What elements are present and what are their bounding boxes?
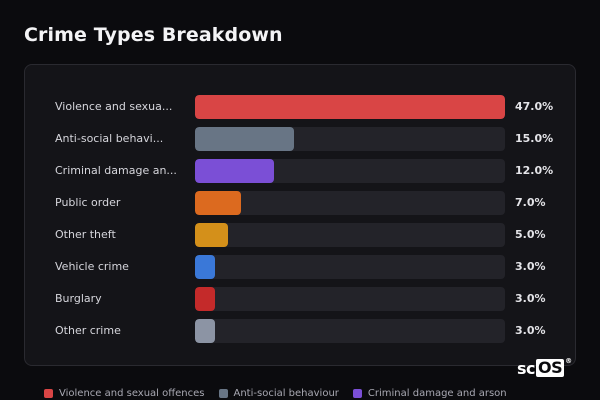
bar-track bbox=[195, 255, 505, 279]
bar-value-label: 3.0% bbox=[515, 292, 546, 305]
legend-swatch bbox=[44, 389, 53, 398]
bar-category-label: Public order bbox=[55, 196, 121, 209]
legend-label: Violence and sexual offences bbox=[59, 388, 205, 399]
bar-value-label: 47.0% bbox=[515, 100, 554, 113]
bar-value-label: 15.0% bbox=[515, 132, 554, 145]
legend-item[interactable]: Anti-social behaviour bbox=[218, 388, 339, 399]
bar[interactable] bbox=[195, 95, 505, 119]
bar-track bbox=[195, 223, 505, 247]
bar[interactable] bbox=[195, 127, 294, 151]
bar-row: Anti-social behavi... 15.0% bbox=[25, 127, 575, 151]
bar-value-label: 12.0% bbox=[515, 164, 554, 177]
legend-item[interactable]: Criminal damage and arson bbox=[352, 388, 507, 399]
bar-category-label: Criminal damage an... bbox=[55, 164, 177, 177]
chart-card: Violence and sexua... 47.0% Anti-social be… bbox=[24, 64, 576, 366]
bar-category-label: Other crime bbox=[55, 324, 121, 337]
bar-track bbox=[195, 95, 505, 119]
bar-category-label: Vehicle crime bbox=[55, 260, 129, 273]
bar[interactable] bbox=[195, 191, 241, 215]
bar-track bbox=[195, 319, 505, 343]
bar-row: Public order 7.0% bbox=[25, 191, 575, 215]
legend-label: Criminal damage and arson bbox=[367, 388, 507, 399]
bar-row: Criminal damage an... 12.0% bbox=[25, 159, 575, 183]
bar[interactable] bbox=[195, 159, 274, 183]
bar-row: Burglary 3.0% bbox=[25, 287, 575, 311]
bar-category-label: Other theft bbox=[55, 228, 116, 241]
bar-value-label: 7.0% bbox=[515, 196, 546, 209]
legend-swatch bbox=[352, 389, 362, 398]
bar-row: Violence and sexua... 47.0% bbox=[25, 95, 575, 119]
bar-row: Vehicle crime 3.0% bbox=[25, 255, 575, 279]
logo-boxed: OS bbox=[536, 358, 565, 377]
legend-item[interactable]: Violence and sexual offences bbox=[44, 388, 205, 399]
bar-row: Other theft 5.0% bbox=[25, 223, 575, 247]
bar-value-label: 3.0% bbox=[515, 260, 546, 273]
bar[interactable] bbox=[195, 223, 228, 247]
bar-value-label: 3.0% bbox=[515, 324, 546, 337]
logo-registered-mark: ® bbox=[565, 357, 572, 365]
bar-track bbox=[195, 287, 505, 311]
scos-logo: sc OS ® bbox=[517, 357, 572, 379]
chart-title: Crime Types Breakdown bbox=[24, 24, 283, 46]
bar-row: Other crime 3.0% bbox=[25, 319, 575, 343]
bar[interactable] bbox=[195, 319, 215, 343]
bar-category-label: Violence and sexua... bbox=[55, 100, 173, 113]
bar-value-label: 5.0% bbox=[515, 228, 546, 241]
bar-track bbox=[195, 159, 505, 183]
bar-category-label: Anti-social behavi... bbox=[55, 132, 164, 145]
legend: Violence and sexual offences Anti-social… bbox=[44, 387, 507, 400]
bar-category-label: Burglary bbox=[55, 292, 102, 305]
legend-swatch bbox=[218, 389, 228, 398]
bar-track bbox=[195, 127, 505, 151]
bar-track bbox=[195, 191, 505, 215]
bar[interactable] bbox=[195, 287, 215, 311]
logo-prefix: sc bbox=[517, 358, 536, 378]
bar[interactable] bbox=[195, 255, 215, 279]
legend-label: Anti-social behaviour bbox=[233, 388, 339, 399]
